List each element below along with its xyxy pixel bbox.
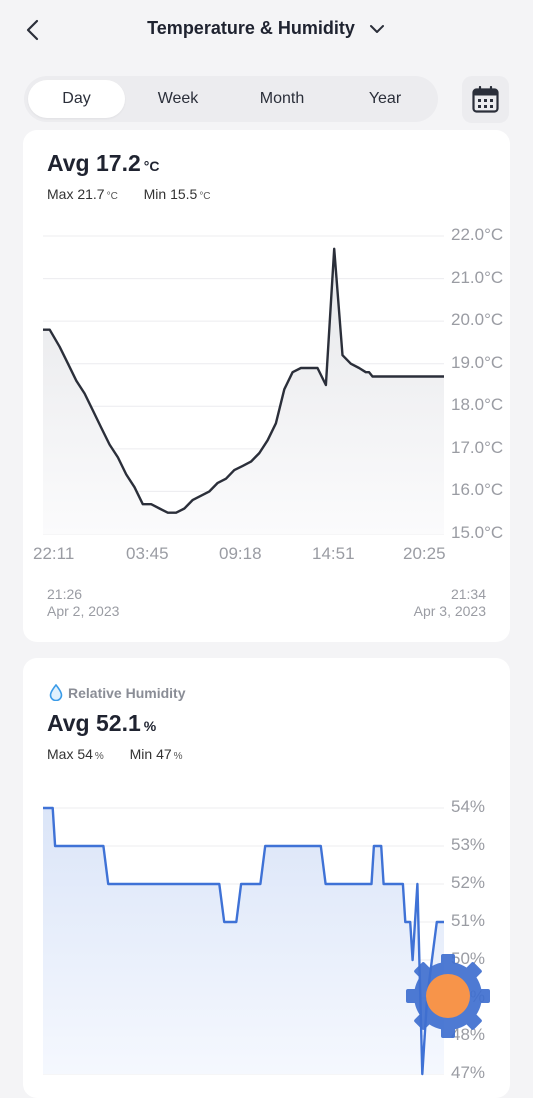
gear-tooth bbox=[463, 1011, 482, 1030]
temperature-average: Avg 17.2 °C bbox=[47, 150, 159, 177]
y-tick-label: 52% bbox=[451, 873, 486, 892]
humidity-average: Avg 52.1% bbox=[47, 710, 156, 737]
y-tick-label: 20.0°C bbox=[451, 310, 504, 330]
min-value: 15.5 bbox=[170, 186, 198, 202]
series-area bbox=[43, 248, 444, 535]
x-tick-label: 09:18 bbox=[219, 544, 262, 563]
range-end-time: 21:34 bbox=[450, 586, 486, 602]
calendar-icon bbox=[472, 86, 499, 113]
y-tick-label: 19.0°C bbox=[451, 352, 504, 372]
x-tick-label: 20:25 bbox=[403, 544, 446, 563]
humidity-label: Relative Humidity bbox=[68, 685, 186, 701]
humidity-section-label: Relative Humidity bbox=[49, 683, 186, 702]
min-value: 47 bbox=[156, 746, 172, 762]
series-line bbox=[43, 247, 444, 514]
temperature-max-min: Max 21.7 °C Min 15.5 °C bbox=[47, 186, 211, 202]
gear-tooth bbox=[463, 962, 482, 981]
humidity-max-min: Max 54% Min 47% bbox=[47, 746, 183, 762]
avg-value: 17.2 bbox=[96, 150, 141, 176]
min-label: Min bbox=[143, 186, 167, 202]
gear-icon bbox=[406, 954, 490, 1038]
back-button[interactable] bbox=[22, 18, 46, 42]
gear-tooth bbox=[441, 1024, 455, 1038]
chevron-down-icon bbox=[369, 25, 384, 34]
avg-label: Avg bbox=[47, 710, 90, 736]
max-unit: % bbox=[94, 751, 104, 762]
avg-label: Avg bbox=[47, 150, 90, 176]
min-unit: °C bbox=[199, 191, 211, 202]
y-tick-label: 50% bbox=[451, 949, 486, 968]
max-label: Max bbox=[47, 186, 74, 202]
max-value: 54 bbox=[77, 746, 93, 762]
gear-tooth bbox=[414, 1011, 433, 1030]
y-tick-label: 47% bbox=[451, 1063, 486, 1082]
range-start-date: Apr 2, 2023 bbox=[47, 603, 120, 619]
humidity-chart bbox=[43, 806, 444, 1076]
y-tick-label: 53% bbox=[451, 835, 486, 854]
gear-tooth bbox=[476, 989, 490, 1003]
x-tick-label: 03:45 bbox=[126, 544, 169, 563]
y-tick-label: 54% bbox=[451, 797, 486, 816]
chevron-left-icon bbox=[26, 19, 39, 41]
water-drop-icon bbox=[49, 683, 63, 702]
page-title: Temperature & Humidity bbox=[147, 18, 355, 38]
range-end-date: Apr 3, 2023 bbox=[413, 603, 486, 619]
series-area bbox=[43, 808, 444, 1074]
y-tick-label: 18.0°C bbox=[451, 395, 504, 415]
temperature-card: Avg 17.2 °C Max 21.7 °C Min 15.5 °C 22.0°C 2… bbox=[23, 130, 510, 642]
y-tick-label: 15.0°C bbox=[451, 523, 504, 542]
gear-tooth bbox=[441, 954, 455, 968]
y-tick-label: 16.0°C bbox=[451, 480, 504, 500]
gear-tooth bbox=[414, 962, 433, 981]
floating-settings-button[interactable] bbox=[404, 952, 492, 1040]
y-tick-label: 22.0°C bbox=[451, 225, 504, 244]
calendar-button[interactable] bbox=[462, 76, 509, 123]
max-label: Max bbox=[47, 746, 74, 762]
avg-value: 52.1 bbox=[96, 710, 141, 736]
range-start-time: 21:26 bbox=[47, 586, 83, 602]
tab-week[interactable]: Week bbox=[157, 90, 199, 107]
avg-unit: % bbox=[143, 718, 157, 734]
tab-day[interactable]: Day bbox=[28, 80, 125, 118]
y-tick-label: 51% bbox=[451, 911, 486, 930]
y-tick-label: 21.0°C bbox=[451, 267, 504, 287]
max-unit: °C bbox=[106, 191, 118, 202]
period-tabs: Day Week Month Year bbox=[24, 76, 438, 122]
temperature-chart bbox=[43, 235, 444, 535]
min-label: Min bbox=[129, 746, 153, 762]
tab-month[interactable]: Month bbox=[259, 90, 305, 107]
page-title-dropdown[interactable]: Temperature & Humidity bbox=[0, 18, 533, 39]
x-tick-label: 22:11 bbox=[33, 544, 75, 563]
y-tick-label: 17.0°C bbox=[451, 437, 504, 457]
x-tick-label: 14:51 bbox=[312, 544, 355, 563]
max-value: 21.7 bbox=[77, 186, 105, 202]
avg-unit: °C bbox=[143, 158, 160, 174]
min-unit: % bbox=[173, 751, 183, 762]
y-tick-label: 48% bbox=[451, 1025, 486, 1044]
tab-year[interactable]: Year bbox=[368, 90, 402, 107]
top-bar: Temperature & Humidity bbox=[0, 0, 533, 62]
gear-tooth bbox=[406, 989, 420, 1003]
